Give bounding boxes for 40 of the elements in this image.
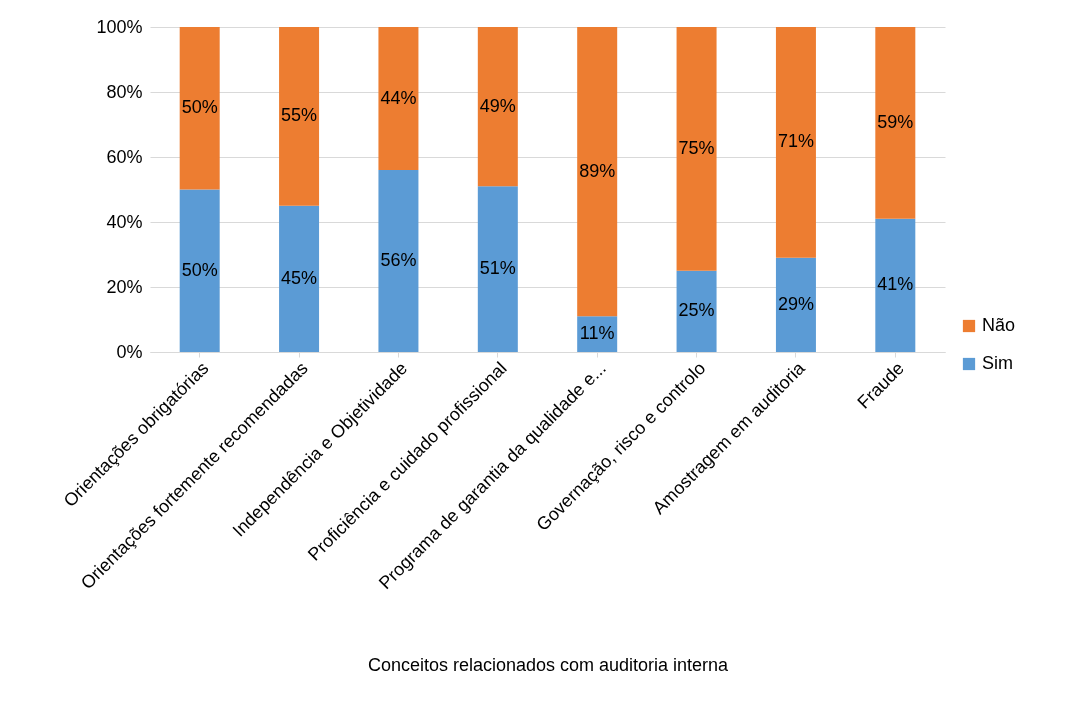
bar bbox=[775, 257, 816, 352]
bar bbox=[875, 218, 916, 352]
data-label: 25% bbox=[678, 300, 715, 321]
data-label: 50% bbox=[181, 259, 218, 280]
y-tick-label: 0% bbox=[116, 341, 143, 362]
data-label: 50% bbox=[181, 97, 218, 118]
y-tick-label: 60% bbox=[106, 146, 143, 167]
data-label: 29% bbox=[777, 293, 814, 314]
bar bbox=[676, 27, 717, 271]
bar bbox=[477, 186, 518, 352]
x-axis-title: Conceitos relacionados com auditoria interna bbox=[367, 654, 730, 675]
y-tick-label: 20% bbox=[106, 276, 143, 297]
bar bbox=[279, 27, 320, 206]
bar bbox=[378, 170, 419, 352]
data-label: 51% bbox=[479, 258, 516, 279]
legend-label: Sim bbox=[982, 353, 1013, 373]
legend-label: Não bbox=[982, 315, 1016, 335]
data-label: 45% bbox=[281, 267, 318, 288]
bar bbox=[577, 27, 618, 317]
data-label: 75% bbox=[678, 137, 715, 158]
bar bbox=[775, 27, 816, 258]
bar bbox=[676, 270, 717, 352]
bar bbox=[477, 27, 518, 187]
y-tick-label: 40% bbox=[106, 211, 143, 232]
data-label: 44% bbox=[380, 87, 417, 108]
data-label: 41% bbox=[877, 274, 914, 295]
data-label: 11% bbox=[579, 323, 615, 344]
bar bbox=[378, 27, 419, 170]
data-label: 49% bbox=[479, 95, 516, 116]
bar bbox=[179, 189, 220, 352]
data-label: 89% bbox=[579, 160, 616, 181]
y-tick-label: 80% bbox=[106, 81, 143, 102]
bar bbox=[179, 27, 220, 190]
bar bbox=[279, 205, 320, 352]
data-label: 55% bbox=[281, 105, 318, 126]
data-label: 59% bbox=[877, 111, 914, 132]
y-tick-label: 100% bbox=[96, 16, 143, 37]
data-label: 71% bbox=[777, 131, 814, 152]
data-label: 56% bbox=[380, 250, 417, 270]
bar bbox=[875, 27, 916, 219]
